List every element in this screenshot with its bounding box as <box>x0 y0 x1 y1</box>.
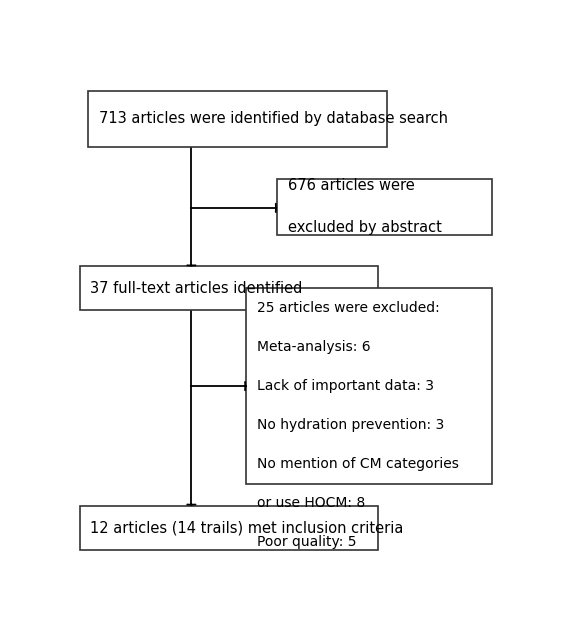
Text: 12 articles (14 trails) met inclusion criteria: 12 articles (14 trails) met inclusion cr… <box>91 520 404 535</box>
FancyBboxPatch shape <box>277 179 492 235</box>
FancyBboxPatch shape <box>88 91 387 147</box>
Text: 37 full-text articles identified: 37 full-text articles identified <box>91 281 303 296</box>
Text: 25 articles were excluded:

Meta-analysis: 6

Lack of important data: 3

No hydr: 25 articles were excluded: Meta-analysis… <box>257 301 459 548</box>
Text: 676 articles were

excluded by abstract: 676 articles were excluded by abstract <box>288 178 441 235</box>
FancyBboxPatch shape <box>79 266 378 311</box>
FancyBboxPatch shape <box>246 288 492 484</box>
FancyBboxPatch shape <box>79 506 378 550</box>
Text: 713 articles were identified by database search: 713 articles were identified by database… <box>99 112 448 126</box>
